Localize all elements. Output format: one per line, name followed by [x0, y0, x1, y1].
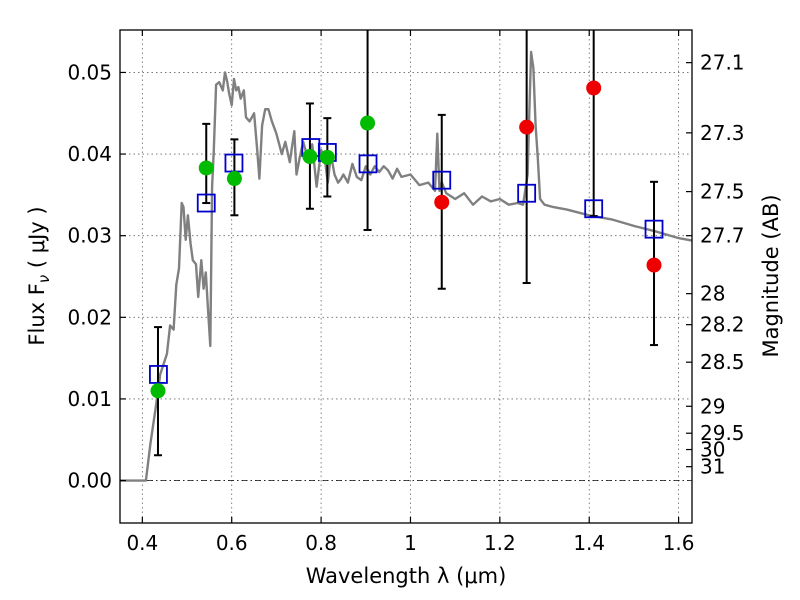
magnitude-tick-label: 28: [700, 282, 725, 306]
y-axis-label-text: Flux F: [25, 283, 49, 345]
optical-data-point: [360, 115, 376, 131]
magnitude-tick-label: 29: [700, 394, 725, 418]
magnitude-tick-label: 27.1: [700, 51, 745, 75]
magnitude-tick-label: 28.2: [700, 313, 745, 337]
y-axis-label: Flux Fν ( μJy ): [25, 206, 53, 345]
model-photometry-point: [432, 170, 452, 190]
model-spectrum: [120, 50, 692, 482]
y-axis-label-unit: ( μJy ): [25, 206, 49, 274]
x-tick-label: 1: [404, 531, 417, 555]
nir-data-point: [586, 80, 602, 96]
optical-data-point: [150, 383, 166, 399]
x-tick-label: 1.2: [484, 531, 516, 555]
axes: 0.4 0.6 0.8 1 1.2 1.4 1.6 0.00 0.01 0.02 0.03 0.04 0…: [67, 30, 745, 555]
y-tick-label: 0.01: [67, 387, 112, 411]
nir-data-point: [434, 194, 450, 210]
x-tick-label: 1.4: [573, 531, 605, 555]
y-tick-label: 0.05: [67, 60, 112, 84]
y-tick-label: 0.03: [67, 224, 112, 248]
optical-data-point: [302, 149, 318, 165]
x-tick-label: 1.6: [663, 531, 695, 555]
magnitude-tick-label: 29.5: [700, 421, 745, 445]
grid-lines: [120, 30, 692, 523]
optical-data-point: [319, 149, 335, 165]
y2-axis-label: Magnitude (AB): [759, 194, 783, 357]
nir-data-point: [646, 257, 662, 273]
y-axis-label-subscript: ν: [35, 275, 53, 283]
optical-data-point: [226, 171, 242, 187]
magnitude-tick-label: 28.5: [700, 350, 745, 374]
model-photometry-point: [358, 154, 378, 174]
nir-data-point: [519, 119, 535, 135]
plot-frame: [119, 29, 693, 524]
y-tick-label: 0.04: [67, 142, 112, 166]
magnitude-tick-label: 27.3: [700, 121, 745, 145]
model-photometry-point: [644, 219, 664, 239]
y-tick-label: 0.00: [67, 469, 112, 493]
optical-data-point: [198, 160, 214, 176]
x-tick-label: 0.8: [305, 531, 337, 555]
x-tick-label: 0.6: [216, 531, 248, 555]
error-bars: [153, 30, 659, 457]
magnitude-tick-label: 27.7: [700, 224, 745, 248]
magnitude-tick-label: 30: [700, 438, 725, 462]
model-photometry-point: [196, 193, 216, 213]
model-photometry-point: [149, 365, 168, 384]
magnitude-tick-label: 27.5: [700, 180, 745, 204]
model-spectrum-line: [120, 50, 692, 482]
model-photometry-point: [584, 199, 604, 219]
data-markers: [149, 80, 664, 399]
magnitude-tick-label: 31: [700, 455, 725, 479]
y-tick-label: 0.02: [67, 305, 112, 329]
x-tick-label: 0.4: [126, 531, 158, 555]
x-axis-label: Wavelength λ (μm): [306, 564, 507, 588]
model-photometry-point: [517, 183, 537, 203]
